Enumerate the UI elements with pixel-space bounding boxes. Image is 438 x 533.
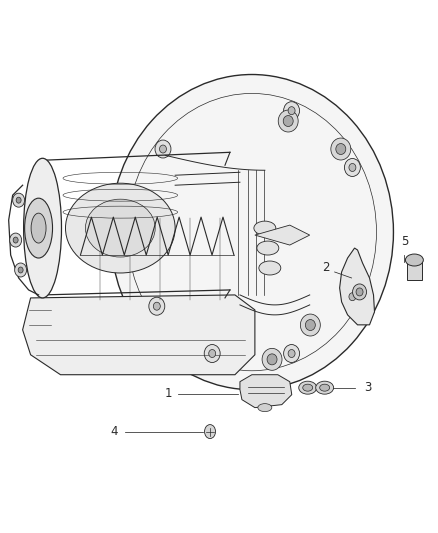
Ellipse shape [320,384,330,391]
Polygon shape [23,295,255,375]
Ellipse shape [262,349,282,370]
Ellipse shape [344,288,360,306]
Ellipse shape [267,354,277,365]
Ellipse shape [257,241,279,255]
Ellipse shape [299,381,317,394]
Ellipse shape [85,199,155,257]
Text: 3: 3 [364,381,372,394]
Ellipse shape [344,158,360,176]
Ellipse shape [284,344,300,362]
Text: 4: 4 [111,425,118,438]
Ellipse shape [13,237,18,243]
Ellipse shape [24,158,61,298]
Ellipse shape [303,384,313,391]
Ellipse shape [288,107,295,115]
Ellipse shape [153,302,160,310]
Ellipse shape [204,344,220,362]
Ellipse shape [406,254,424,266]
Ellipse shape [349,293,356,301]
Ellipse shape [10,233,21,247]
Ellipse shape [128,223,144,241]
Ellipse shape [66,183,175,273]
Ellipse shape [331,138,351,160]
Text: 1: 1 [165,387,172,400]
Ellipse shape [110,75,393,390]
Ellipse shape [25,198,53,258]
Ellipse shape [300,314,320,336]
Ellipse shape [259,261,281,275]
Ellipse shape [132,228,139,236]
Ellipse shape [349,164,356,172]
Ellipse shape [316,381,334,394]
Ellipse shape [149,297,165,315]
Ellipse shape [16,197,21,203]
Ellipse shape [283,116,293,126]
Ellipse shape [284,102,300,119]
Ellipse shape [356,288,363,296]
Ellipse shape [13,193,25,207]
Text: 2: 2 [322,262,330,274]
Polygon shape [255,225,310,245]
Polygon shape [240,375,292,408]
Ellipse shape [18,267,23,273]
Ellipse shape [336,143,346,155]
Ellipse shape [258,403,272,411]
Ellipse shape [159,145,166,153]
FancyBboxPatch shape [407,257,422,280]
Text: 5: 5 [401,235,408,248]
Ellipse shape [31,213,46,243]
Ellipse shape [278,110,298,132]
Polygon shape [339,248,374,325]
Ellipse shape [353,284,367,300]
Ellipse shape [205,425,215,439]
Ellipse shape [288,350,295,358]
Ellipse shape [254,221,276,235]
Ellipse shape [155,140,171,158]
Ellipse shape [14,263,27,277]
Ellipse shape [305,320,315,330]
Ellipse shape [209,350,215,358]
